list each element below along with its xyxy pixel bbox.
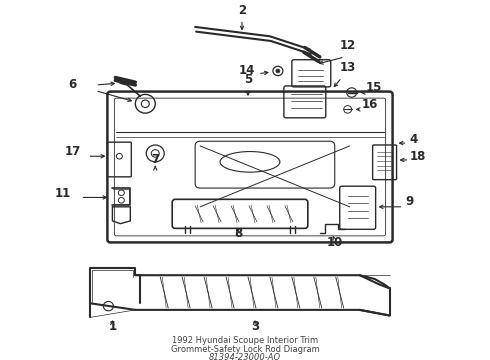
Text: 12: 12 xyxy=(340,39,356,53)
Text: 9: 9 xyxy=(406,195,414,208)
Text: 5: 5 xyxy=(244,73,252,86)
Text: 14: 14 xyxy=(239,64,255,77)
Text: 1: 1 xyxy=(108,320,117,333)
Text: 16: 16 xyxy=(362,98,378,111)
Text: 6: 6 xyxy=(69,78,76,91)
Text: 81394-23000-AQ: 81394-23000-AQ xyxy=(209,353,281,360)
Text: 18: 18 xyxy=(410,150,426,163)
Text: 4: 4 xyxy=(410,133,418,146)
Text: 2: 2 xyxy=(238,4,246,17)
Text: Grommet-Safety Lock Rod Diagram: Grommet-Safety Lock Rod Diagram xyxy=(171,345,319,354)
Text: 17: 17 xyxy=(64,145,81,158)
Text: 10: 10 xyxy=(327,236,343,249)
Text: 1992 Hyundai Scoupe Interior Trim: 1992 Hyundai Scoupe Interior Trim xyxy=(172,336,318,345)
Text: 15: 15 xyxy=(366,81,382,94)
Text: 3: 3 xyxy=(251,320,259,333)
Circle shape xyxy=(276,69,280,73)
Text: 11: 11 xyxy=(54,188,71,201)
Text: 7: 7 xyxy=(151,153,159,166)
Text: 8: 8 xyxy=(234,227,242,240)
Text: 13: 13 xyxy=(340,61,356,74)
